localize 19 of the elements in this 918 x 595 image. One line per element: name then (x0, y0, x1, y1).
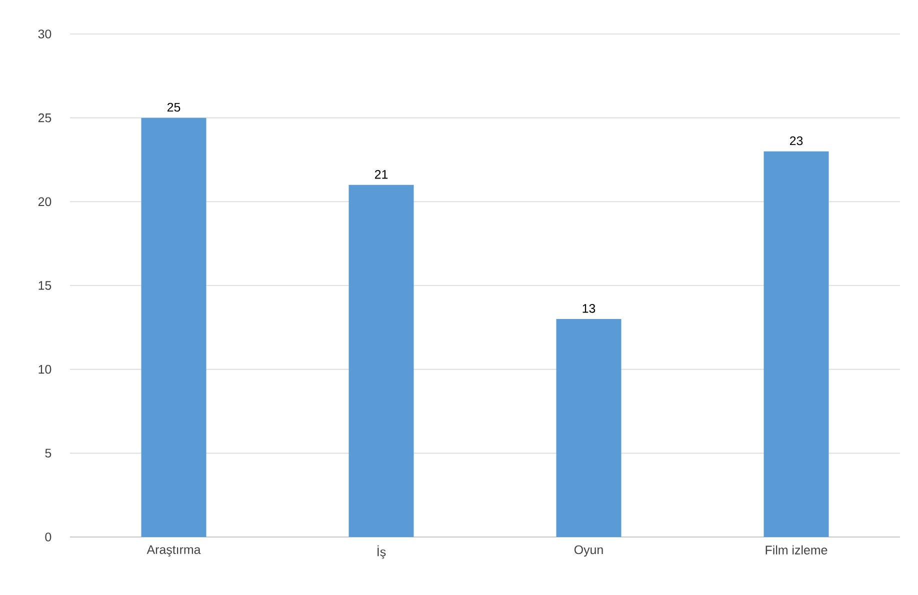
y-tick-label: 20 (38, 197, 52, 206)
data-label: 25 (167, 102, 180, 112)
x-tick-label: Araştırma (146, 545, 201, 557)
data-label: 21 (374, 170, 388, 179)
x-tick-label: Film izleme (766, 545, 828, 554)
y-tick-label: 15 (38, 281, 52, 290)
bar (348, 184, 414, 537)
bar (764, 151, 829, 537)
bar (141, 118, 206, 537)
y-tick-label: 0 (45, 532, 52, 542)
y-tick-label: 30 (38, 30, 52, 38)
y-tick-label: 5 (45, 448, 52, 458)
data-label: 23 (790, 136, 803, 146)
y-tick-label: 10 (38, 364, 52, 374)
data-label: 13 (582, 304, 596, 313)
bar (556, 319, 622, 537)
x-tick-label: Oyun (574, 545, 603, 557)
x-tick-label: İş (378, 545, 386, 559)
y-tick-label: 25 (38, 113, 52, 122)
